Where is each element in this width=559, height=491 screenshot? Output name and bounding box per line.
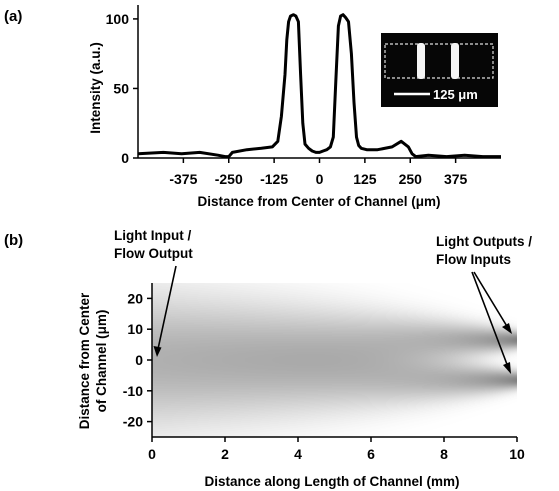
x-tick-label-b: 0 [148, 446, 156, 462]
y-tick-label-b: -20 [123, 414, 143, 430]
x-axis-label-a: Distance from Center of Channel (μm) [197, 194, 440, 209]
inset-channel-outline [384, 43, 494, 79]
annotation-light-outputs-line2: Flow Inputs [436, 252, 511, 267]
arrowhead-light-output-top [502, 323, 512, 334]
x-axis-a: -375 -250 -125 0 125 250 375 [169, 158, 468, 187]
y-tick-label-b: 0 [135, 352, 143, 368]
annotation-light-input-line1: Light Input / [114, 228, 191, 243]
annotation-light-input-line2: Flow Output [114, 246, 193, 261]
annotation-light-outputs-line1: Light Outputs / [436, 234, 532, 249]
arrow-light-input [157, 265, 177, 350]
y-tick-label-a: 100 [106, 11, 130, 27]
y-axis-b: -20 -10 0 10 20 [123, 290, 152, 430]
y-tick-label-b: 10 [127, 321, 143, 337]
inset-image: 125 μm [381, 33, 498, 107]
x-axis-label-b: Distance along Length of Channel (mm) [204, 474, 459, 489]
x-tick-label-b: 10 [509, 446, 525, 462]
x-tick-label-a: -375 [169, 171, 197, 187]
x-tick-label-a: 0 [316, 171, 324, 187]
annotation-arrows [153, 265, 512, 374]
x-tick-label-a: 125 [353, 171, 377, 187]
x-tick-label-a: -125 [260, 171, 288, 187]
arrow-light-output-bottom [471, 271, 509, 368]
intensity-profile-line [138, 13, 501, 158]
inset-channel-glow-right [451, 43, 459, 79]
y-axis-label-a: Intensity (a.u.) [88, 42, 103, 134]
inset-scale-bar-label: 125 μm [433, 87, 478, 102]
chart-a: 0 50 100 -375 -250 -125 0 125 250 375 Distance f… [88, 5, 501, 209]
x-tick-label-a: -250 [215, 171, 243, 187]
chart-b: -20 -10 0 10 20 0 2 4 6 8 10 Distance along Lengt… [77, 228, 532, 489]
y-tick-label-b: 20 [127, 290, 143, 306]
panel-label-b: (b) [4, 232, 23, 249]
heatmap-image [152, 283, 517, 437]
x-tick-label-a: 375 [444, 171, 468, 187]
x-axis-b: 0 2 4 6 8 10 [148, 437, 525, 462]
arrowhead-light-input [153, 346, 162, 357]
y-tick-label-a: 50 [113, 80, 129, 96]
arrow-light-output-top [473, 271, 509, 329]
y-axis-label-b-line1: Distance from Center [77, 292, 92, 429]
y-tick-label-b: -10 [123, 383, 143, 399]
inset-channel-glow-left [417, 43, 425, 79]
y-tick-label-a: 0 [121, 150, 129, 166]
x-tick-label-a: 250 [399, 171, 423, 187]
x-tick-label-b: 2 [221, 446, 229, 462]
x-tick-label-b: 4 [294, 446, 302, 462]
panel-label-a: (a) [4, 8, 22, 25]
arrowhead-light-output-bottom [503, 362, 511, 374]
x-tick-label-b: 8 [440, 446, 448, 462]
y-axis-label-b-line2: of Channel (μm) [94, 310, 109, 413]
y-axis-a: 0 50 100 [106, 11, 138, 166]
x-tick-label-b: 6 [367, 446, 375, 462]
